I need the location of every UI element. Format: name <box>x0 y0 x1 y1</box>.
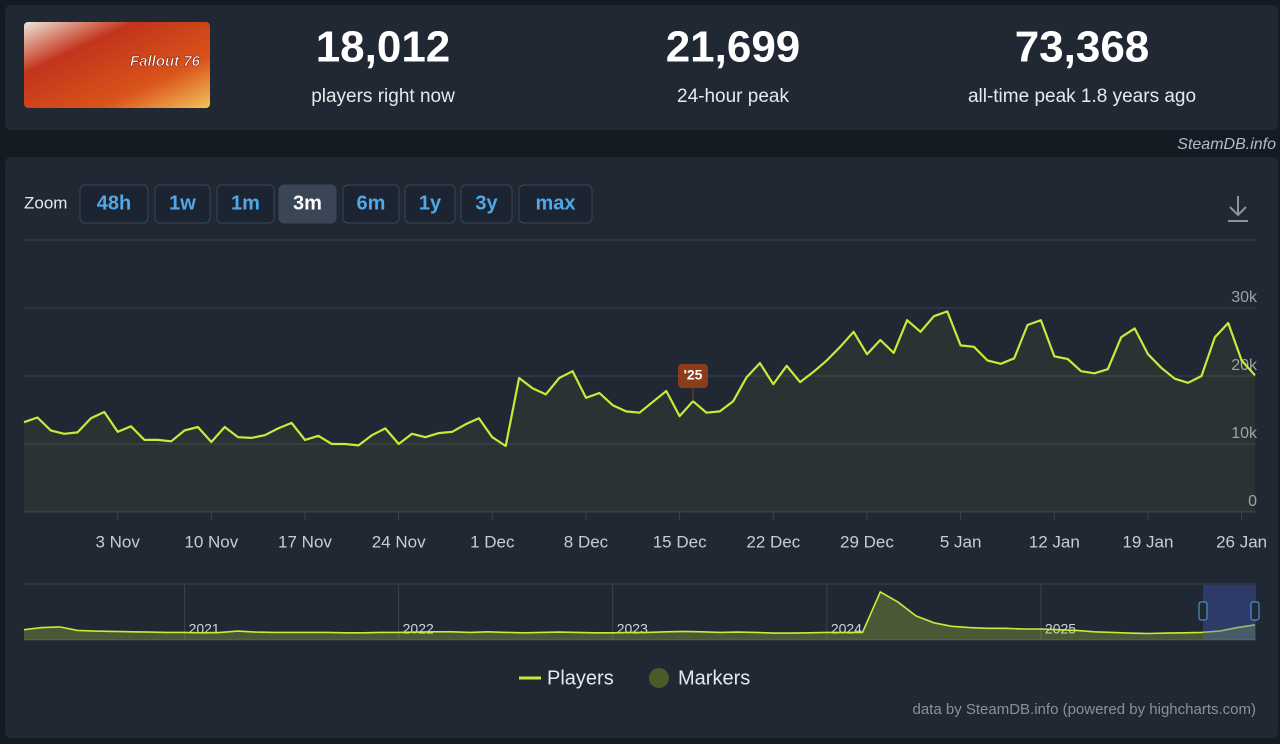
zoom-button[interactable] <box>460 184 513 224</box>
zoom-button-label[interactable]: 48h <box>97 192 131 214</box>
zoom-button-label[interactable]: 3m <box>293 192 322 214</box>
stat-label: 24-hour peak <box>677 86 789 107</box>
legend-label[interactable]: Players <box>547 667 614 689</box>
zoom-button-label[interactable]: 6m <box>357 192 386 214</box>
series-line <box>23 310 1256 448</box>
stat-label: players right now <box>311 86 455 107</box>
source: SteamDB.info <box>1177 136 1276 153</box>
zoom-label: Zoom <box>24 193 67 212</box>
zoom-button-label[interactable]: 1y <box>419 192 442 214</box>
download-icon[interactable] <box>1228 196 1248 222</box>
x-tick-label: 19 Jan <box>1122 532 1173 551</box>
y-tick-label: 30k <box>1231 289 1258 306</box>
zoom-button-label[interactable]: 1w <box>169 192 196 214</box>
header-panel <box>5 5 1278 130</box>
game-image <box>24 22 210 108</box>
navigator-handle[interactable] <box>1250 601 1260 621</box>
zoom-button[interactable] <box>342 184 400 224</box>
stat-value: 18,012 <box>316 23 451 72</box>
y-tick-label: 10k <box>1231 425 1258 442</box>
navigator-handle[interactable] <box>1198 601 1208 621</box>
zoom-button[interactable] <box>404 184 456 224</box>
legend-label[interactable]: Markers <box>678 667 750 689</box>
legend-marker <box>649 668 669 688</box>
x-tick-label: 26 Jan <box>1216 532 1267 551</box>
annotation-box <box>678 364 709 388</box>
zoom-button[interactable] <box>518 184 593 224</box>
credit: data by SteamDB.info (powered by highcha… <box>913 701 1257 718</box>
x-tick-label: 10 Nov <box>184 532 238 551</box>
x-tick-label: 8 Dec <box>564 532 609 551</box>
x-tick-label: 29 Dec <box>840 532 894 551</box>
download-glyph[interactable] <box>1228 196 1248 222</box>
image-text: Fallout 76 <box>130 53 201 70</box>
stat-label: all-time peak 1.8 years ago <box>968 86 1196 107</box>
x-tick-label: 15 Dec <box>653 532 707 551</box>
stat-value: 73,368 <box>1015 23 1150 72</box>
zoom-button-label[interactable]: 3y <box>475 192 498 214</box>
x-tick-label: 1 Dec <box>470 532 515 551</box>
navigator-line <box>23 590 1256 635</box>
x-tick-label: 24 Nov <box>372 532 426 551</box>
annotation-label: '25 <box>684 367 703 383</box>
navigator-year: 2025 <box>1045 621 1076 637</box>
x-tick-label: 12 Jan <box>1029 532 1080 551</box>
x-tick-label: 3 Nov <box>95 532 140 551</box>
x-tick-label: 17 Nov <box>278 532 332 551</box>
zoom-button[interactable] <box>154 184 211 224</box>
zoom-button[interactable] <box>216 184 275 224</box>
zoom-button-label[interactable]: max <box>535 192 575 214</box>
chart-panel <box>5 157 1278 738</box>
zoom-button-label[interactable]: 1m <box>231 192 260 214</box>
zoom-button[interactable] <box>79 184 149 224</box>
x-tick-label: 5 Jan <box>940 532 982 551</box>
x-tick-label: 22 Dec <box>746 532 800 551</box>
zoom-button[interactable] <box>278 184 337 224</box>
navigator-selection[interactable] <box>1203 585 1256 640</box>
y-tick-label: 0 <box>1248 493 1257 510</box>
stat-value: 21,699 <box>666 23 801 72</box>
navigator-area <box>24 591 1255 640</box>
series-area <box>24 311 1255 512</box>
